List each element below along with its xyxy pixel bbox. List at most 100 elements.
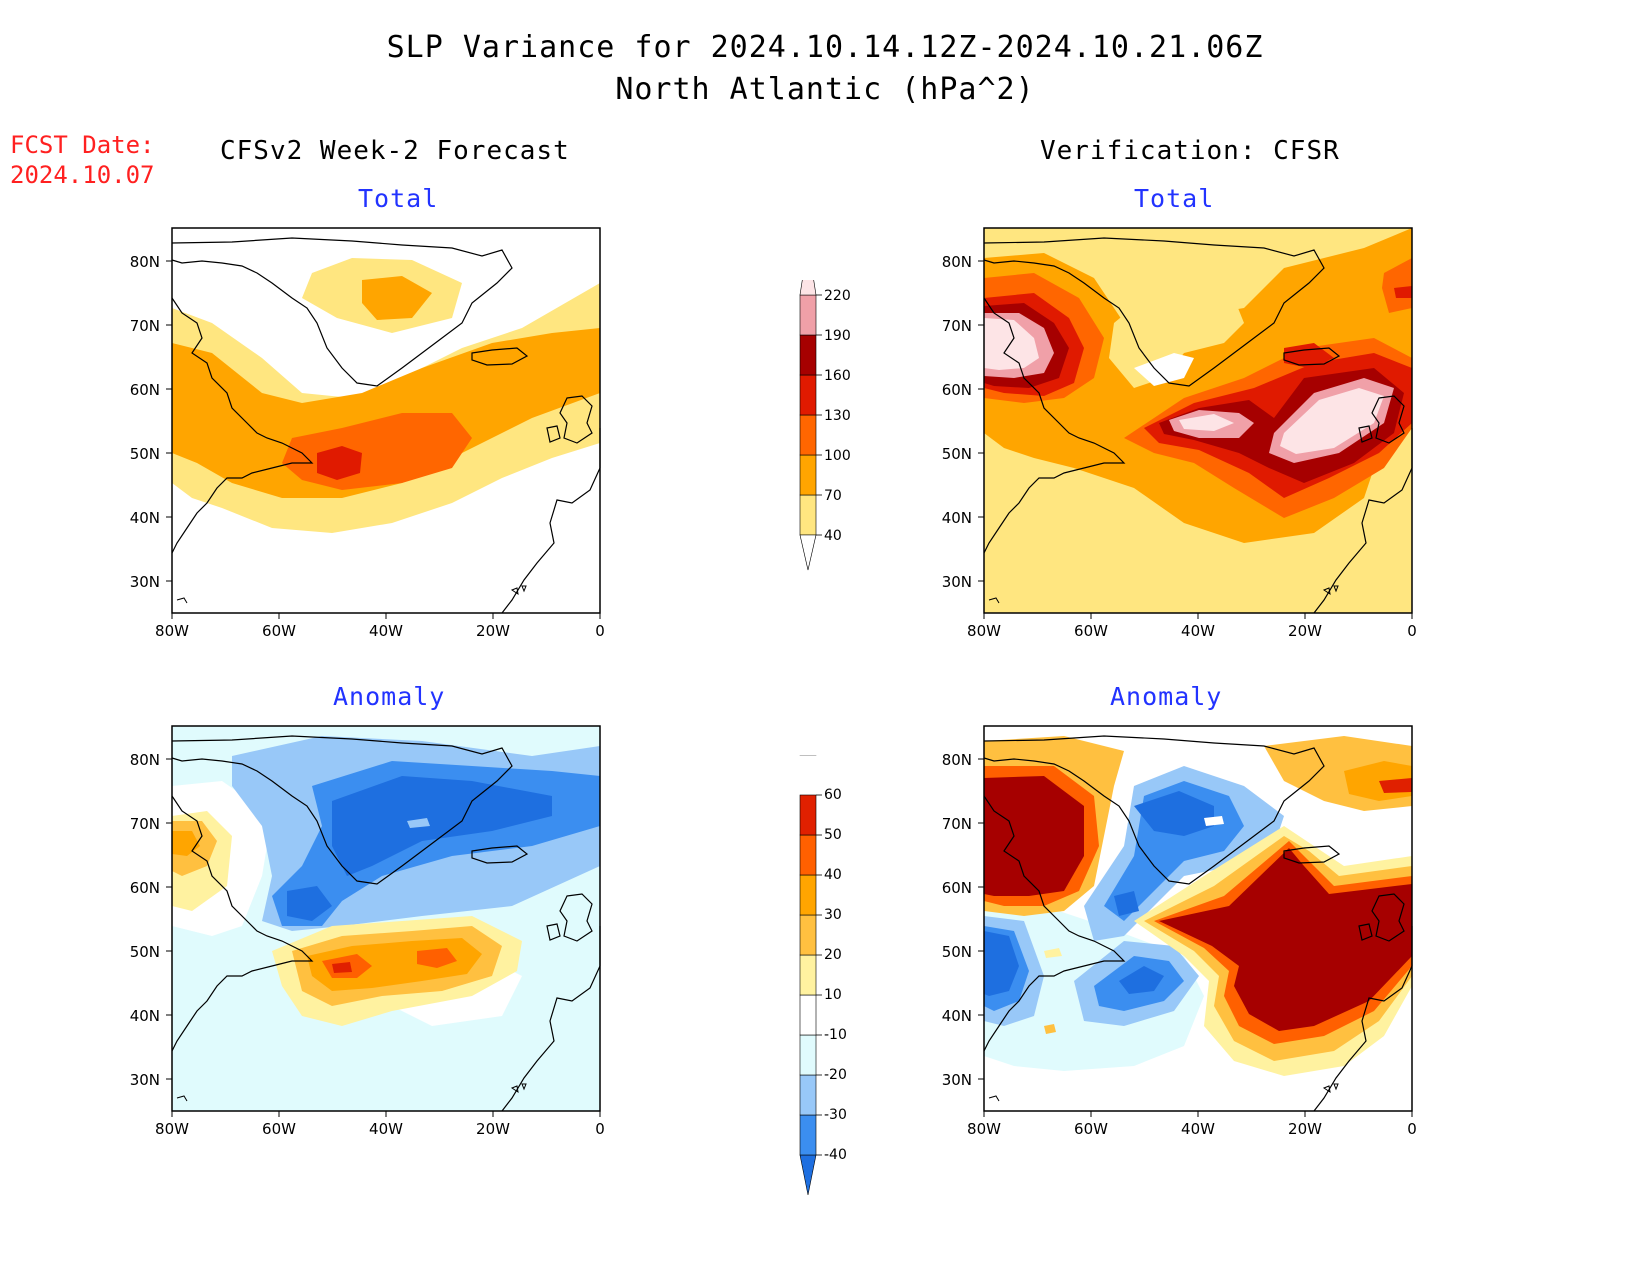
verification-total-title: Total	[1134, 184, 1215, 213]
anomaly-colorbar-swatch-1	[799, 1114, 817, 1156]
total-colorbar-label-70: 70	[824, 488, 842, 504]
anomaly-colorbar: -40 -30 -20 -10 10 20 30 40 50 60	[799, 755, 847, 1196]
lon-label-0: 0	[1407, 1120, 1417, 1138]
lat-label-50n: 50N	[942, 943, 972, 961]
total-colorbar-swatch-3	[799, 374, 817, 416]
total-colorbar-swatch-6	[799, 280, 817, 296]
lat-label-40n: 40N	[130, 1007, 160, 1025]
lat-label-30n: 30N	[130, 1071, 160, 1089]
anomaly-colorbar-swatch-3	[799, 1034, 817, 1076]
lat-label-60n: 60N	[130, 879, 160, 897]
fcst-date-value: 2024.10.07	[10, 161, 155, 189]
total-colorbar-label-40: 40	[824, 528, 842, 544]
total-colorbar-label-190: 190	[824, 328, 851, 344]
lon-label-20w: 20W	[476, 1120, 510, 1138]
verification-total-lon-ticks	[983, 613, 1413, 619]
verification-anomaly-contours	[984, 736, 1412, 1076]
lon-label-80w: 80W	[967, 622, 1001, 640]
total-colorbar: 40 70 100 130 160 190 220	[799, 280, 851, 571]
lat-label-40n: 40N	[942, 1007, 972, 1025]
anomaly-colorbar-label-neg20: -20	[824, 1067, 847, 1083]
lat-label-70n: 70N	[942, 317, 972, 335]
lon-label-40w: 40W	[1181, 1120, 1215, 1138]
lon-label-60w: 60W	[1074, 622, 1108, 640]
main-title: SLP Variance for 2024.10.14.12Z-2024.10.…	[386, 30, 1264, 65]
forecast-total-map: 80N 70N 60N 50N 40N 30N 80W 60W 40W 20W …	[130, 227, 605, 640]
anomaly-colorbar-label-60: 60	[824, 787, 842, 803]
total-colorbar-swatch-2	[799, 414, 817, 456]
lon-label-40w: 40W	[1181, 622, 1215, 640]
anomaly-colorbar-label-neg10: -10	[824, 1027, 847, 1043]
lat-label-30n: 30N	[942, 1071, 972, 1089]
lon-label-40w: 40W	[369, 622, 403, 640]
lat-label-80n: 80N	[942, 751, 972, 769]
anomaly-colorbar-label-neg30: -30	[824, 1107, 847, 1123]
forecast-anomaly-lat-ticks	[166, 758, 172, 1080]
forecast-total-contours	[172, 258, 600, 533]
lon-label-80w: 80W	[155, 1120, 189, 1138]
verification-anomaly-title: Anomaly	[1110, 682, 1223, 711]
total-colorbar-label-220: 220	[824, 288, 851, 304]
lat-label-40n: 40N	[130, 509, 160, 527]
anomaly-colorbar-swatch-2	[799, 1074, 817, 1116]
forecast-total-lat-ticks	[166, 260, 172, 582]
lon-label-80w: 80W	[155, 622, 189, 640]
total-colorbar-swatch-5	[799, 294, 817, 336]
anomaly-colorbar-label-20: 20	[824, 947, 842, 963]
total-colorbar-label-130: 130	[824, 408, 851, 424]
lon-label-80w: 80W	[967, 1120, 1001, 1138]
main-subtitle: North Atlantic (hPa^2)	[615, 72, 1035, 107]
anomaly-colorbar-label-30: 30	[824, 907, 842, 923]
anomaly-colorbar-swatch-7	[799, 874, 817, 916]
anomaly-colorbar-label-10: 10	[824, 987, 842, 1003]
lat-label-80n: 80N	[942, 253, 972, 271]
forecast-total-lon-ticks	[171, 613, 601, 619]
anomaly-colorbar-swatch-6	[799, 914, 817, 956]
lon-label-0: 0	[595, 1120, 605, 1138]
forecast-column-title: CFSv2 Week-2 Forecast	[220, 136, 570, 166]
verification-anomaly-lon-ticks	[983, 1111, 1413, 1117]
lon-label-0: 0	[595, 622, 605, 640]
total-colorbar-swatch-0	[799, 494, 817, 536]
verification-total-lat-ticks	[978, 260, 984, 582]
forecast-anomaly-title: Anomaly	[333, 682, 446, 711]
lat-label-40n: 40N	[942, 509, 972, 527]
anomaly-colorbar-swatch-8	[799, 834, 817, 876]
total-colorbar-label-100: 100	[824, 448, 851, 464]
total-colorbar-swatch-1	[799, 454, 817, 496]
anomaly-colorbar-swatch-4	[799, 994, 817, 1036]
lon-label-40w: 40W	[369, 1120, 403, 1138]
lon-label-20w: 20W	[476, 622, 510, 640]
lat-label-70n: 70N	[130, 815, 160, 833]
verification-anomaly-map: 80N 70N 60N 50N 40N 30N 80W 60W 40W 20W …	[942, 725, 1417, 1138]
anomaly-colorbar-label-neg40: -40	[824, 1147, 847, 1163]
total-colorbar-label-160: 160	[824, 368, 851, 384]
forecast-anomaly-contours	[172, 736, 600, 1026]
lon-label-60w: 60W	[262, 1120, 296, 1138]
lat-label-80n: 80N	[130, 253, 160, 271]
verification-anomaly-lat-ticks	[978, 758, 984, 1080]
lon-label-0: 0	[1407, 622, 1417, 640]
lon-label-60w: 60W	[262, 622, 296, 640]
lat-label-60n: 60N	[942, 879, 972, 897]
lat-label-30n: 30N	[130, 573, 160, 591]
anomaly-colorbar-swatch-5	[799, 954, 817, 996]
lon-label-20w: 20W	[1288, 622, 1322, 640]
total-colorbar-swatch-4	[799, 334, 817, 376]
fcst-date-label: FCST Date:	[10, 131, 155, 159]
lon-label-20w: 20W	[1288, 1120, 1322, 1138]
lon-label-60w: 60W	[1074, 1120, 1108, 1138]
lat-label-60n: 60N	[130, 381, 160, 399]
forecast-anomaly-map: 80N 70N 60N 50N 40N 30N 80W 60W 40W 20W …	[130, 725, 605, 1138]
total-colorbar-swatches	[799, 280, 822, 571]
lat-label-50n: 50N	[942, 445, 972, 463]
forecast-total-title: Total	[358, 184, 439, 213]
lat-label-80n: 80N	[130, 751, 160, 769]
lat-label-30n: 30N	[942, 573, 972, 591]
anomaly-colorbar-label-50: 50	[824, 827, 842, 843]
total-colorbar-tail	[799, 534, 817, 571]
lat-label-50n: 50N	[130, 445, 160, 463]
verification-total-map: 80N 70N 60N 50N 40N 30N 80W 60W 40W 20W …	[942, 227, 1417, 640]
lat-label-60n: 60N	[942, 381, 972, 399]
anomaly-colorbar-label-40: 40	[824, 867, 842, 883]
